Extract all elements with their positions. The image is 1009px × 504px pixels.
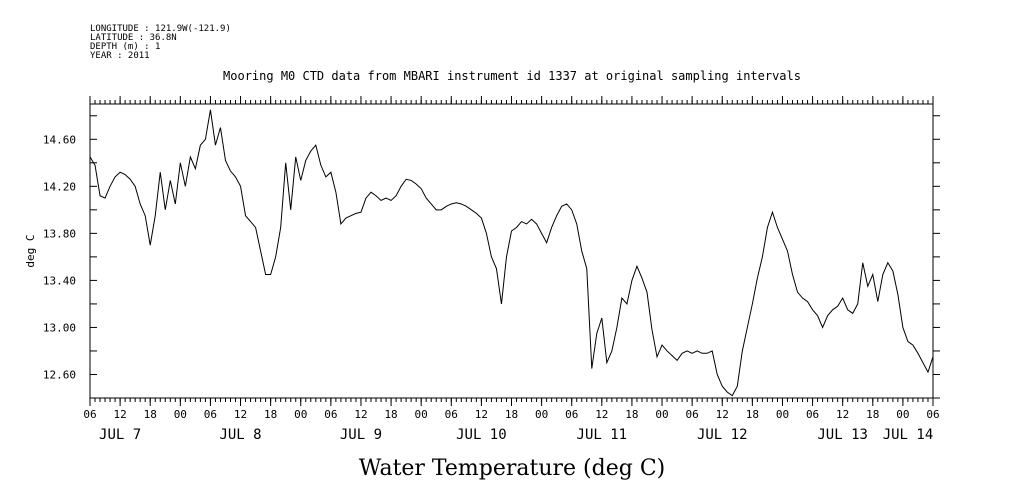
x-day-label: JUL 14	[883, 427, 934, 443]
x-day-label: JUL 11	[577, 427, 628, 443]
x-day-label: JUL 13	[817, 427, 868, 443]
x-hour-label: 12	[595, 408, 608, 421]
y-tick-label: 14.20	[43, 180, 76, 193]
x-hour-label: 18	[746, 408, 759, 421]
x-day-label: JUL 8	[219, 427, 261, 443]
x-hour-label: 00	[415, 408, 428, 421]
meta-latitude: LATITUDE : 36.8N	[90, 33, 177, 43]
x-hour-label: 06	[806, 408, 819, 421]
chart-title: Mooring M0 CTD data from MBARI instrumen…	[223, 69, 801, 83]
x-day-label: JUL 10	[456, 427, 507, 443]
x-day-label: JUL 12	[697, 427, 748, 443]
x-hour-label: 12	[113, 408, 126, 421]
x-axis-label: Water Temperature (deg C)	[359, 456, 666, 481]
x-hour-label: 18	[384, 408, 397, 421]
x-hour-label: 06	[324, 408, 337, 421]
y-tick-label: 13.80	[43, 227, 76, 240]
x-hour-label: 12	[475, 408, 488, 421]
meta-year: YEAR : 2011	[90, 51, 150, 61]
x-hour-label: 00	[776, 408, 789, 421]
series-line-water-temperature	[89, 109, 934, 397]
x-minor-ticks	[89, 100, 934, 402]
y-axis-label: deg C	[24, 234, 37, 267]
x-day-label: JUL 7	[99, 427, 141, 443]
x-hour-label: 00	[655, 408, 668, 421]
x-hour-label: 12	[716, 408, 729, 421]
y-tick-label: 13.00	[43, 321, 76, 334]
x-hour-label: 06	[204, 408, 217, 421]
x-hour-label: 00	[294, 408, 307, 421]
y-tick-label: 13.40	[43, 274, 76, 287]
x-hour-labels: 06 12 18 00 06 12 18 00 06 12 18 00 06 12 18 00 06 12 18 00…	[83, 408, 939, 421]
x-hour-label: 06	[445, 408, 458, 421]
x-hour-label: 18	[625, 408, 638, 421]
x-hour-label: 12	[354, 408, 367, 421]
y-tick-labels: 12.60 13.00 13.40 13.80 14.20 14.60	[43, 133, 76, 381]
meta-longitude: LONGITUDE : 121.9W(-121.9)	[90, 24, 231, 34]
y-ticks	[90, 115, 940, 399]
x-hour-label: 06	[686, 408, 699, 421]
x-day-labels: JUL 7 JUL 8 JUL 9 JUL 10 JUL 11 JUL 12 JUL 13 J…	[99, 427, 933, 443]
plot-frame	[89, 103, 934, 399]
x-hour-label: 18	[866, 408, 879, 421]
x-hour-label: 06	[926, 408, 939, 421]
x-hour-label: 06	[565, 408, 578, 421]
x-major-ticks	[89, 96, 934, 406]
x-hour-label: 12	[836, 408, 849, 421]
meta-block: LONGITUDE : 121.9W(-121.9) LATITUDE : 36…	[90, 24, 231, 61]
meta-depth: DEPTH (m) : 1	[90, 42, 160, 52]
x-hour-label: 00	[174, 408, 187, 421]
y-tick-label: 12.60	[43, 368, 76, 381]
x-hour-label: 06	[83, 408, 96, 421]
x-hour-label: 00	[535, 408, 548, 421]
x-hour-label: 00	[896, 408, 909, 421]
x-hour-label: 18	[144, 408, 157, 421]
x-hour-label: 18	[505, 408, 518, 421]
y-tick-label: 14.60	[43, 133, 76, 146]
x-hour-label: 12	[234, 408, 247, 421]
x-day-label: JUL 9	[340, 427, 382, 443]
x-hour-label: 18	[264, 408, 277, 421]
